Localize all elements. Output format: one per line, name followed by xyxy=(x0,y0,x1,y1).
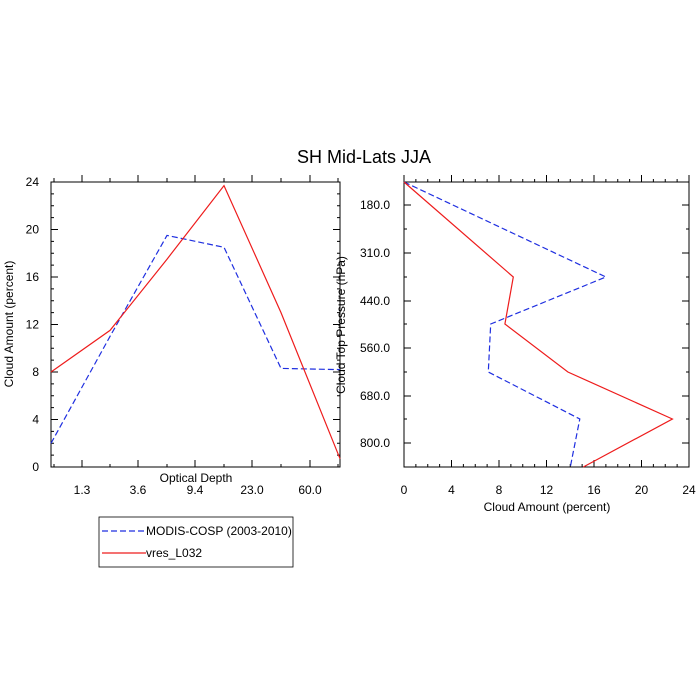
right-y-tick-label: 310.0 xyxy=(360,246,390,260)
right-x-tick-label: 16 xyxy=(587,483,601,497)
left-y-axis-label: Cloud Amount (percent) xyxy=(2,261,16,388)
left-y-tick-label: 4 xyxy=(32,413,39,427)
right-x-tick-label: 8 xyxy=(496,483,503,497)
left-series-modis xyxy=(50,234,341,444)
left-y-tick-label: 8 xyxy=(32,365,39,379)
legend-label-model: vres_L032 xyxy=(146,546,202,560)
left-ticks: 0 4 8 12 16 20 24 1.3 3.6 9.4 23.0 60.0 xyxy=(26,175,340,497)
legend-label-modis: MODIS-COSP (2003-2010) xyxy=(146,524,292,538)
chart-title: SH Mid-Lats JJA xyxy=(297,147,431,167)
left-series-model xyxy=(50,184,341,459)
right-y-tick-label: 560.0 xyxy=(360,341,390,355)
right-x-tick-label: 12 xyxy=(540,483,554,497)
left-y-tick-label: 0 xyxy=(32,460,39,474)
right-y-tick-label: 800.0 xyxy=(360,436,390,450)
right-x-tick-label: 4 xyxy=(448,483,455,497)
left-y-tick-label: 12 xyxy=(26,318,40,332)
left-series xyxy=(50,184,341,459)
legend-box xyxy=(98,516,294,568)
left-plot-frame xyxy=(50,181,341,468)
right-y-axis-label: Cloud Top Pressure (hPa) xyxy=(334,256,348,394)
left-y-tick-label: 20 xyxy=(26,223,40,237)
right-x-tick-label: 24 xyxy=(682,483,696,497)
legend: MODIS-COSP (2003-2010) vres_L032 xyxy=(98,516,294,568)
right-series-modis xyxy=(403,181,608,468)
right-y-tick-label: 680.0 xyxy=(360,389,390,403)
left-x-tick-label: 9.4 xyxy=(187,483,204,497)
right-ticks: 0 4 8 12 16 20 24 180.0 310.0 440.0 560.0 680.0 800.… xyxy=(360,175,696,497)
right-x-tick-label: 20 xyxy=(635,483,649,497)
left-x-tick-label: 23.0 xyxy=(240,483,264,497)
right-series xyxy=(403,181,674,468)
right-y-tick-label: 440.0 xyxy=(360,294,390,308)
left-x-tick-label: 60.0 xyxy=(298,483,322,497)
left-panel: 0 4 8 12 16 20 24 1.3 3.6 9.4 23.0 60.0 Optical Dep… xyxy=(2,175,341,497)
right-y-tick-label: 180.0 xyxy=(360,198,390,212)
left-y-tick-label: 16 xyxy=(26,270,40,284)
left-x-tick-label: 1.3 xyxy=(74,483,91,497)
left-y-tick-label: 24 xyxy=(26,175,40,189)
left-x-tick-label: 3.6 xyxy=(130,483,147,497)
right-x-axis-label: Cloud Amount (percent) xyxy=(484,500,611,514)
right-x-tick-label: 0 xyxy=(401,483,408,497)
left-x-axis-label: Optical Depth xyxy=(160,471,233,485)
right-plot-frame xyxy=(403,181,690,468)
right-series-model xyxy=(403,181,674,468)
right-panel: 0 4 8 12 16 20 24 180.0 310.0 440.0 560.0 680.0 800.… xyxy=(334,175,696,514)
